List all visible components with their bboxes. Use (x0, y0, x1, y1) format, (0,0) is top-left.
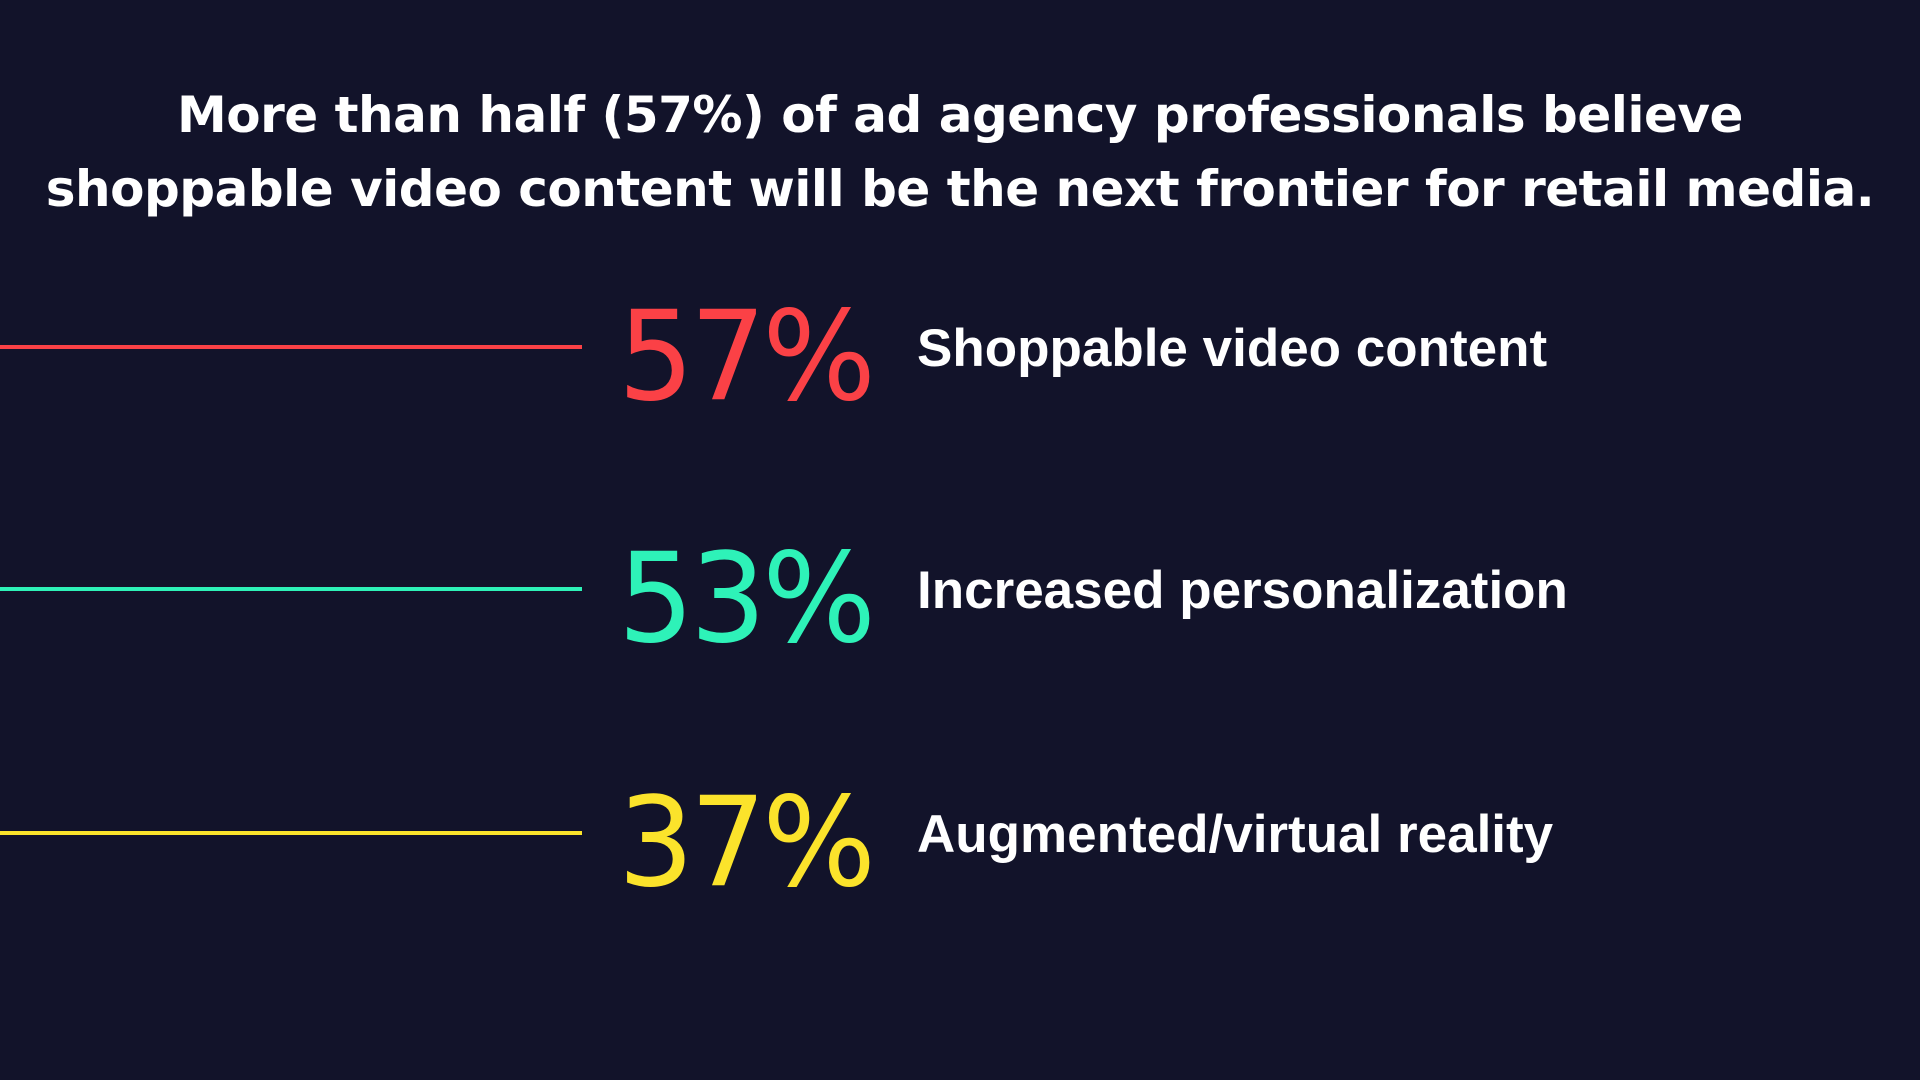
headline-line-2: shoppable video content will be the next… (45, 160, 1875, 218)
stat-value-3: 37% (618, 771, 872, 915)
headline-line-1: More than half (57%) of ad agency profes… (177, 86, 1743, 144)
stat-label-1: Shoppable video content (917, 319, 1547, 378)
stat-label-3: Augmented/virtual reality (917, 805, 1554, 864)
stat-label-2: Increased personalization (917, 561, 1568, 620)
headline: More than half (57%) of ad agency profes… (0, 78, 1920, 226)
stat-value-2: 53% (618, 527, 872, 671)
stat-value-1: 57% (618, 285, 872, 429)
